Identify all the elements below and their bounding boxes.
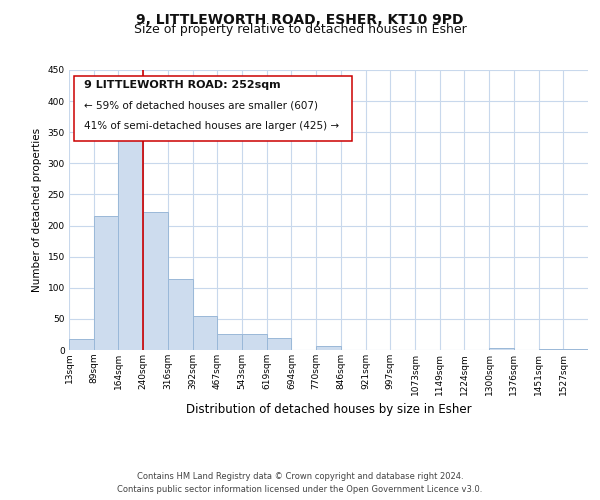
Bar bbox=[143, 212, 168, 350]
Bar bbox=[267, 338, 292, 350]
Text: 9, LITTLEWORTH ROAD, ESHER, KT10 9PD: 9, LITTLEWORTH ROAD, ESHER, KT10 9PD bbox=[136, 12, 464, 26]
Bar bbox=[94, 216, 118, 350]
Bar bbox=[563, 349, 588, 350]
Bar bbox=[69, 339, 94, 350]
Bar bbox=[539, 349, 563, 350]
Bar bbox=[316, 346, 341, 350]
Text: 9 LITTLEWORTH ROAD: 252sqm: 9 LITTLEWORTH ROAD: 252sqm bbox=[83, 80, 280, 90]
Bar bbox=[118, 138, 143, 350]
Text: Size of property relative to detached houses in Esher: Size of property relative to detached ho… bbox=[134, 22, 466, 36]
Text: Contains HM Land Registry data © Crown copyright and database right 2024.
Contai: Contains HM Land Registry data © Crown c… bbox=[118, 472, 482, 494]
FancyBboxPatch shape bbox=[74, 76, 352, 142]
Y-axis label: Number of detached properties: Number of detached properties bbox=[32, 128, 42, 292]
X-axis label: Distribution of detached houses by size in Esher: Distribution of detached houses by size … bbox=[185, 403, 472, 416]
Text: ← 59% of detached houses are smaller (607): ← 59% of detached houses are smaller (60… bbox=[83, 101, 317, 111]
Bar bbox=[168, 279, 193, 350]
Bar bbox=[193, 316, 217, 350]
Text: 41% of semi-detached houses are larger (425) →: 41% of semi-detached houses are larger (… bbox=[83, 121, 338, 131]
Bar bbox=[217, 334, 242, 350]
Bar bbox=[242, 334, 267, 350]
Bar bbox=[489, 348, 514, 350]
